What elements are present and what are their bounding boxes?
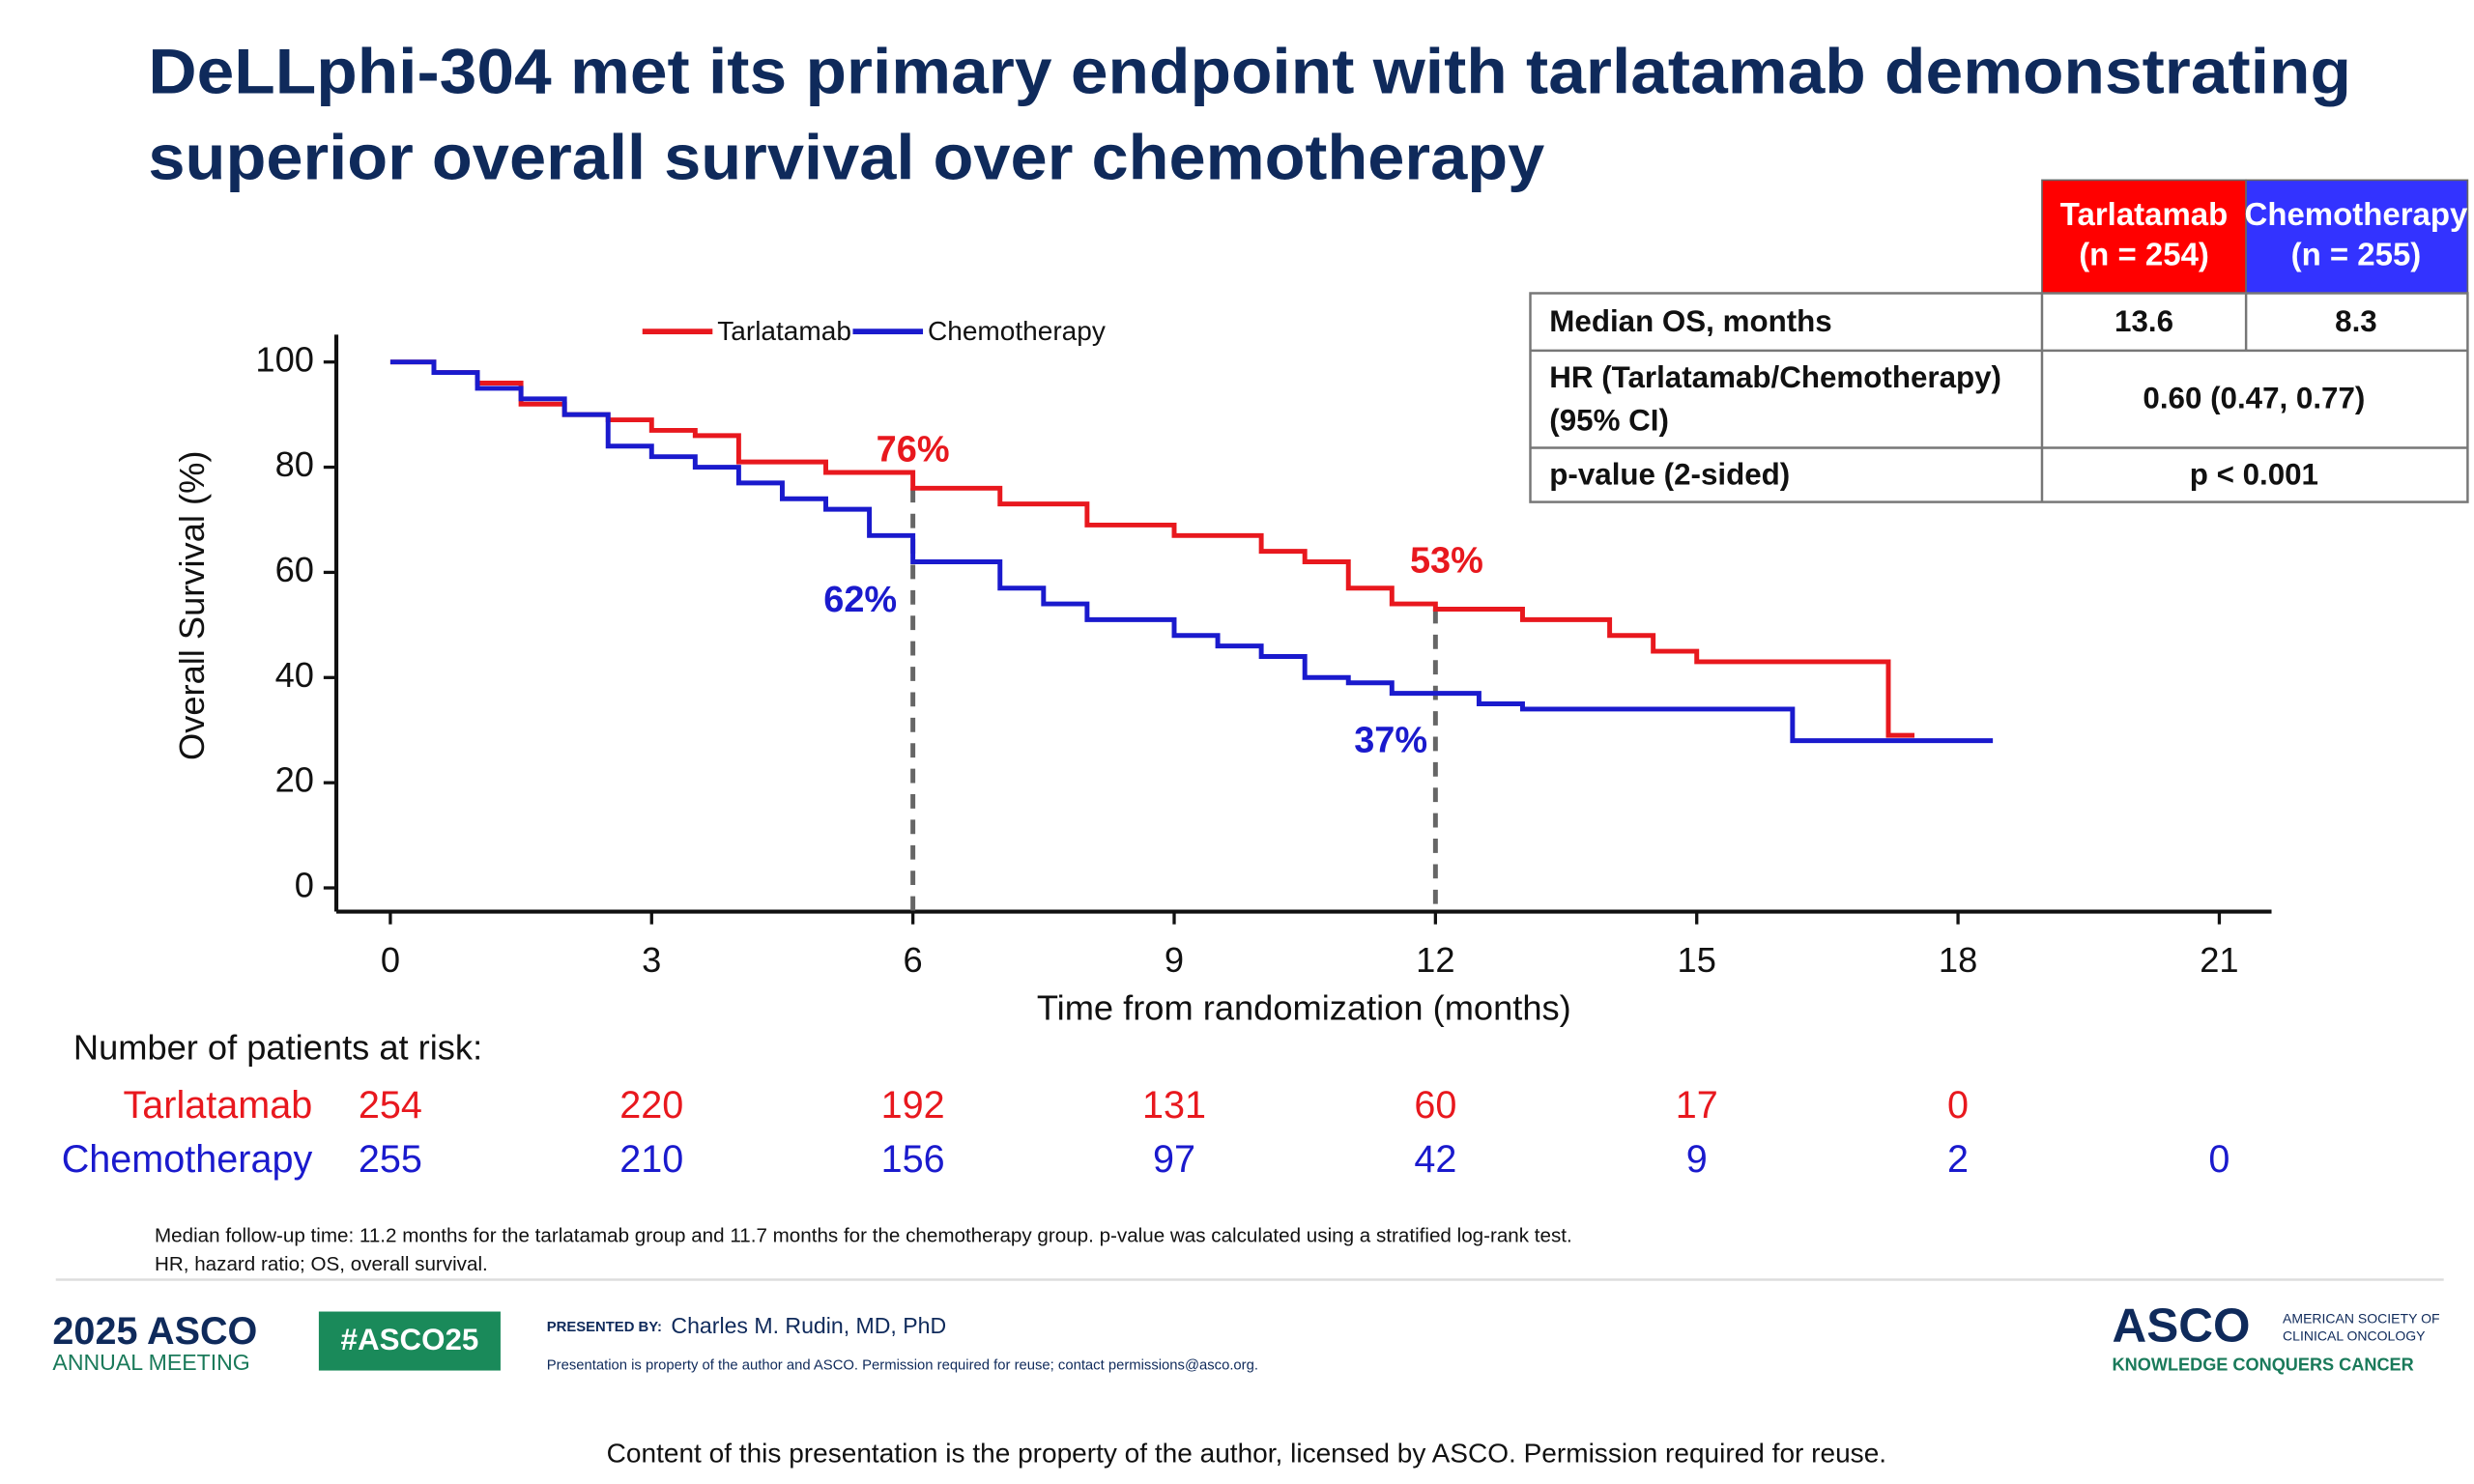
notice: Presentation is property of the author a… [547,1358,1258,1374]
x-tick-label: 0 [381,940,400,980]
x-tick-label: 12 [1416,940,1454,980]
survival-curve [389,359,1994,744]
risk-value: 192 [881,1084,945,1127]
presenter: Charles M. Rudin, MD, PhD [671,1313,946,1338]
logo-text: ASCO [2113,1299,2251,1353]
y-tick-label: 100 [255,339,314,379]
header-text: (n = 255) [2291,236,2422,271]
y-tick-label: 40 [275,655,314,695]
hashtag: #ASCO25 [341,1323,479,1356]
risk-value: 131 [1142,1084,1206,1127]
risk-value: 0 [1947,1084,1969,1127]
y-tick-label: 0 [295,866,314,905]
annotation: 53% [1410,541,1483,582]
y-tick-label: 60 [275,550,314,589]
x-tick-label: 18 [1939,940,1977,980]
risk-value: 0 [2208,1138,2229,1181]
table-grid [1529,292,2469,503]
header-text: Tarlatamab [2060,196,2228,232]
cell: 8.3 [2335,304,2377,338]
slide-title: DeLLphi-304 met its primary endpoint wit… [148,36,2351,107]
cell: p < 0.001 [2190,457,2318,491]
presented-by: PRESENTED BY: [547,1320,662,1335]
logo-text: 2025 ASCO [52,1310,257,1353]
logo-text: AMERICAN SOCIETY OF [2283,1310,2440,1326]
row-label: HR (Tarlatamab/Chemotherapy) [1549,360,2001,394]
header-text: Chemotherapy [2245,196,2468,232]
footnote: Median follow-up time: 11.2 months for t… [155,1224,1572,1246]
x-tick-label: 9 [1165,940,1184,980]
y-tick-label: 80 [275,444,314,484]
disclaimer: Content of this presentation is the prop… [607,1438,1886,1468]
row-label: p-value (2-sided) [1549,457,1790,491]
risk-value: 2 [1947,1138,1969,1181]
risk-value: 254 [359,1084,422,1127]
risk-row-label: Tarlatamab [124,1084,313,1127]
risk-table-title: Number of patients at risk: [73,1028,482,1068]
risk-value: 60 [1414,1084,1456,1127]
legend-label: Chemotherapy [928,316,1106,346]
risk-value: 42 [1414,1138,1456,1181]
stats-table: Tarlatamab (n = 254) Chemotherapy (n = 2… [1529,179,2469,503]
row-label: (95% CI) [1549,403,1669,437]
logo-text: ANNUAL MEETING [52,1350,249,1375]
cell: 0.60 (0.47, 0.77) [2143,381,2365,414]
slide-title: superior overall survival over chemother… [148,122,1544,193]
logo-text: KNOWLEDGE CONQUERS CANCER [2113,1355,2414,1374]
y-tick-label: 20 [275,760,314,800]
annotation: 62% [823,580,897,620]
y-axis-label: Overall Survival (%) [172,451,212,760]
footnote: HR, hazard ratio; OS, overall survival. [155,1253,488,1275]
x-axis-label: Time from randomization (months) [1037,987,1571,1027]
x-tick-label: 3 [642,940,661,980]
x-tick-label: 15 [1678,940,1716,980]
risk-value: 220 [619,1084,683,1127]
x-tick-label: 21 [2200,940,2238,980]
annotation: 76% [877,429,950,470]
risk-value: 17 [1676,1084,1718,1127]
risk-value: 97 [1153,1138,1195,1181]
chart: Overall Survival (%) Time from randomiza… [62,316,2272,1181]
legend-label: Tarlatamab [717,316,851,346]
risk-value: 9 [1686,1138,1708,1181]
header-cell [2041,179,2247,295]
hashtag-box [318,1311,501,1371]
risk-row-label: Chemotherapy [62,1138,313,1181]
cell: 13.6 [2114,304,2173,338]
logo-text: CLINICAL ONCOLOGY [2283,1328,2426,1344]
x-tick-label: 6 [904,940,923,980]
risk-value: 156 [881,1138,945,1181]
annotation: 37% [1354,721,1427,761]
risk-value: 255 [359,1138,422,1181]
risk-value: 210 [619,1138,683,1181]
header-cell [2245,179,2469,295]
row-label: Median OS, months [1549,304,1831,338]
header-text: (n = 254) [2079,236,2209,271]
